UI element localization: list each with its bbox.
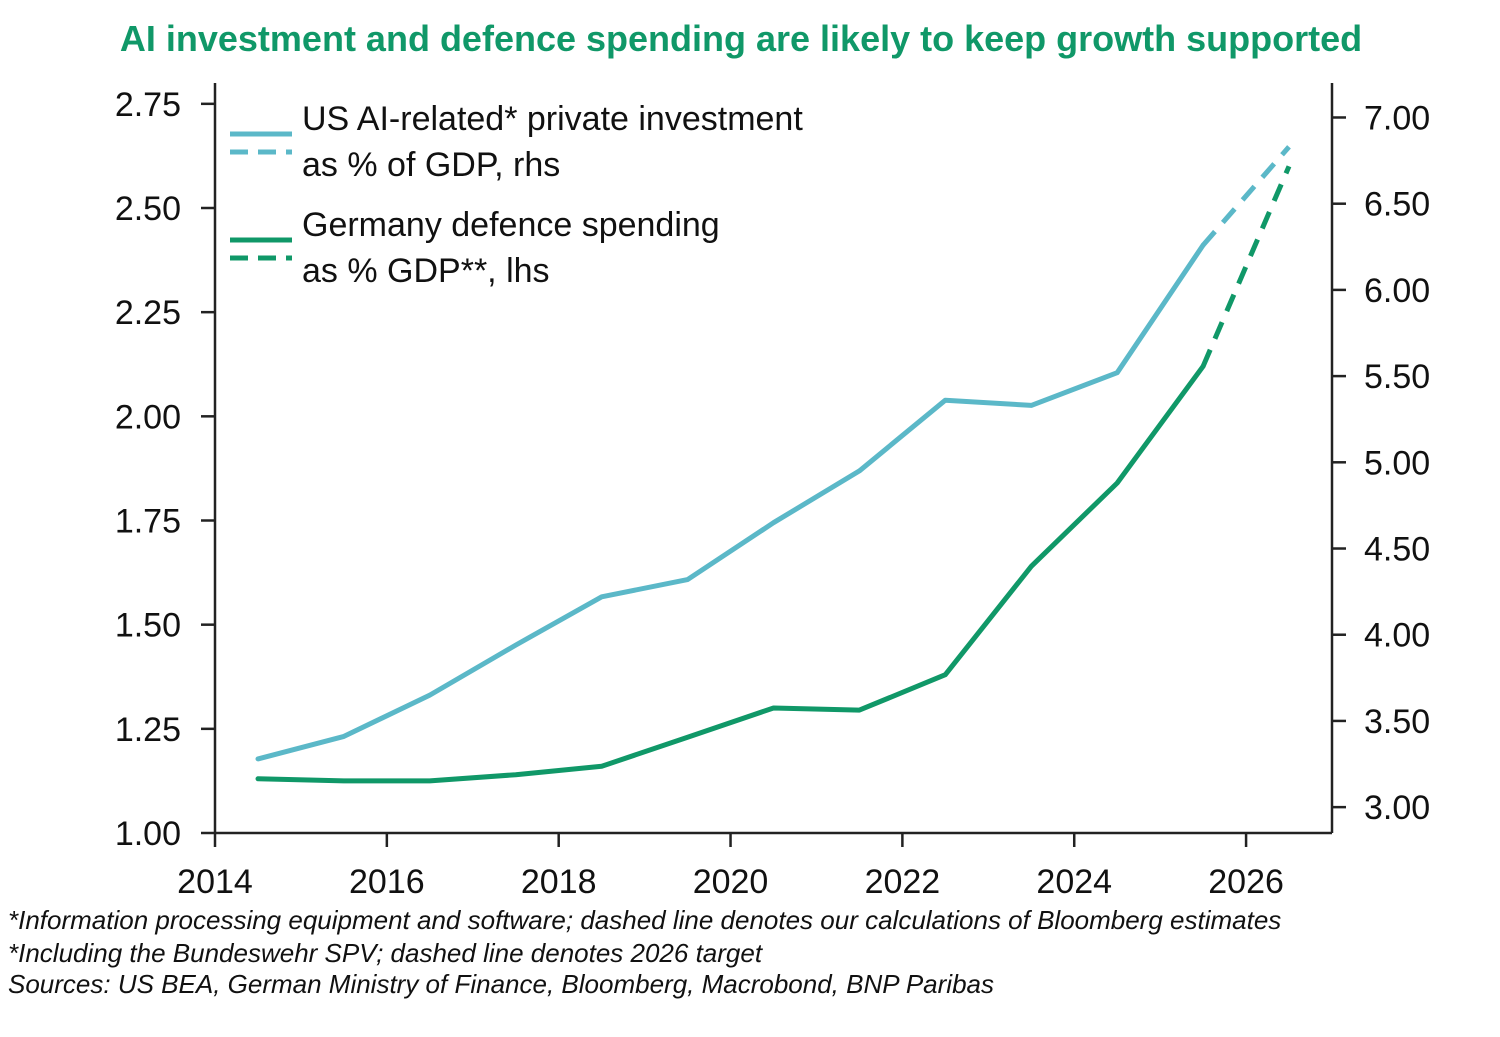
left-tick-label: 2.75: [115, 86, 181, 124]
legend-label: Germany defence spending: [302, 206, 720, 244]
series-layer: [255, 145, 1292, 784]
footnote-sources: Sources: US BEA, German Ministry of Fina…: [8, 969, 994, 999]
x-tick-label: 2016: [349, 863, 425, 901]
right-tick-label: 3.00: [1364, 789, 1430, 827]
footnote-defence: *Including the Bundeswehr SPV; dashed li…: [8, 938, 763, 968]
right-tick-label: 3.50: [1364, 703, 1430, 741]
right-tick-label: 6.00: [1364, 272, 1430, 310]
left-tick-label: 1.50: [115, 607, 181, 645]
series-line-1: [255, 363, 1206, 784]
series-projection-1: [1200, 165, 1292, 368]
left-tick-label: 2.50: [115, 190, 181, 228]
series-line-0: [255, 242, 1206, 762]
legend-label: as % of GDP, rhs: [302, 146, 560, 184]
left-tick-label: 1.00: [115, 815, 181, 853]
legend-layer: US AI-related* private investment as % of…: [230, 100, 803, 290]
legend-label: US AI-related* private investment: [302, 100, 803, 138]
right-tick-label: 5.50: [1364, 358, 1430, 396]
footnote-ai: *Information processing equipment and so…: [8, 905, 1282, 935]
left-tick-label: 1.25: [115, 711, 181, 749]
right-tick-label: 4.50: [1364, 531, 1430, 569]
left-tick-label: 2.00: [115, 398, 181, 436]
x-tick-label: 2018: [521, 863, 597, 901]
x-tick-label: 2024: [1036, 863, 1112, 901]
right-tick-label: 7.00: [1364, 99, 1430, 137]
axes-layer: 1.00 1.25 1.50 1.75 2.00 2.25 2.50 2.75 3.00 3.50…: [115, 83, 1430, 901]
legend-label: as % GDP**, lhs: [302, 252, 550, 290]
x-tick-label: 2014: [177, 863, 253, 901]
x-tick-label: 2022: [865, 863, 941, 901]
x-tick-label: 2026: [1208, 863, 1284, 901]
right-tick-label: 4.00: [1364, 617, 1430, 655]
right-tick-label: 6.50: [1364, 186, 1430, 224]
x-tick-label: 2020: [693, 863, 769, 901]
chart-title: AI investment and defence spending are l…: [119, 18, 1363, 59]
left-tick-label: 2.25: [115, 294, 181, 332]
series-projection-0: [1201, 145, 1291, 247]
right-tick-label: 5.00: [1364, 444, 1430, 482]
left-tick-label: 1.75: [115, 503, 181, 541]
